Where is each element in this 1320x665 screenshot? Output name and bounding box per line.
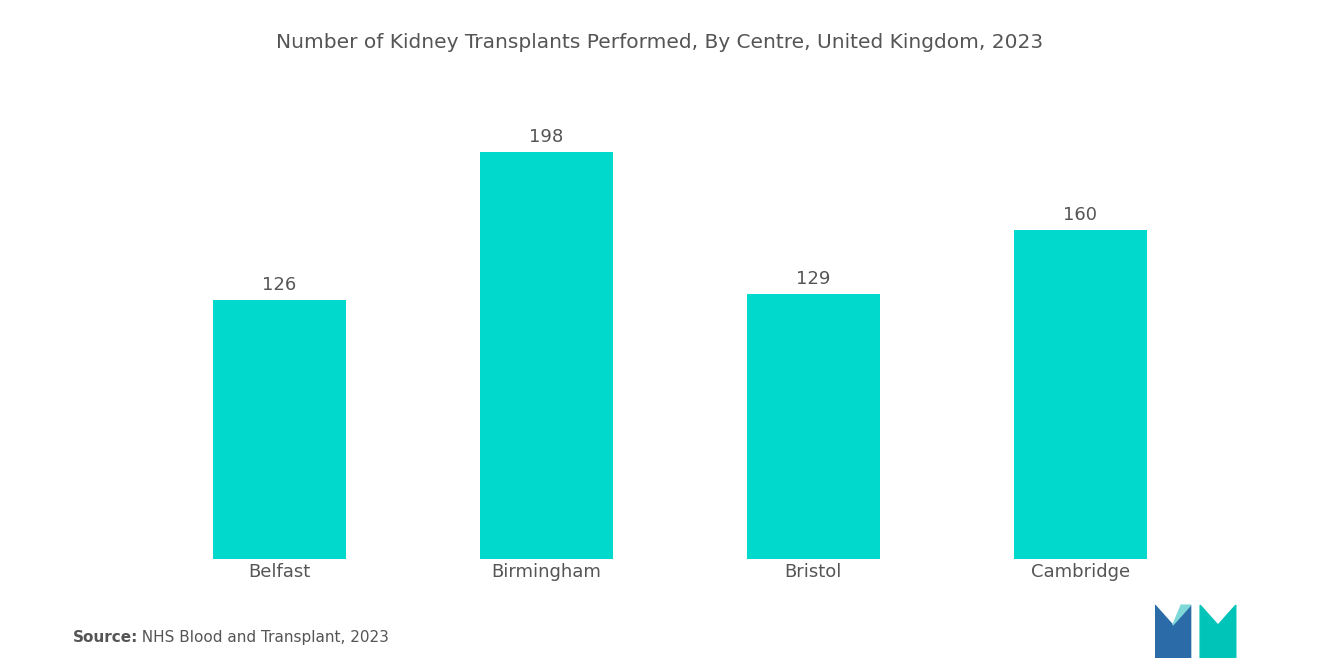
Bar bbox=[747, 294, 880, 559]
Polygon shape bbox=[1155, 605, 1191, 658]
Text: 160: 160 bbox=[1064, 206, 1097, 224]
Polygon shape bbox=[1172, 605, 1191, 625]
Polygon shape bbox=[1200, 605, 1236, 658]
Text: Source:: Source: bbox=[73, 630, 139, 645]
Text: 198: 198 bbox=[529, 128, 564, 146]
Bar bbox=[479, 152, 612, 559]
Bar bbox=[1014, 230, 1147, 559]
Bar bbox=[213, 300, 346, 559]
Text: 129: 129 bbox=[796, 269, 830, 288]
Text: 126: 126 bbox=[263, 276, 297, 294]
Text: NHS Blood and Transplant, 2023: NHS Blood and Transplant, 2023 bbox=[132, 630, 389, 645]
Text: Number of Kidney Transplants Performed, By Centre, United Kingdom, 2023: Number of Kidney Transplants Performed, … bbox=[276, 33, 1044, 53]
